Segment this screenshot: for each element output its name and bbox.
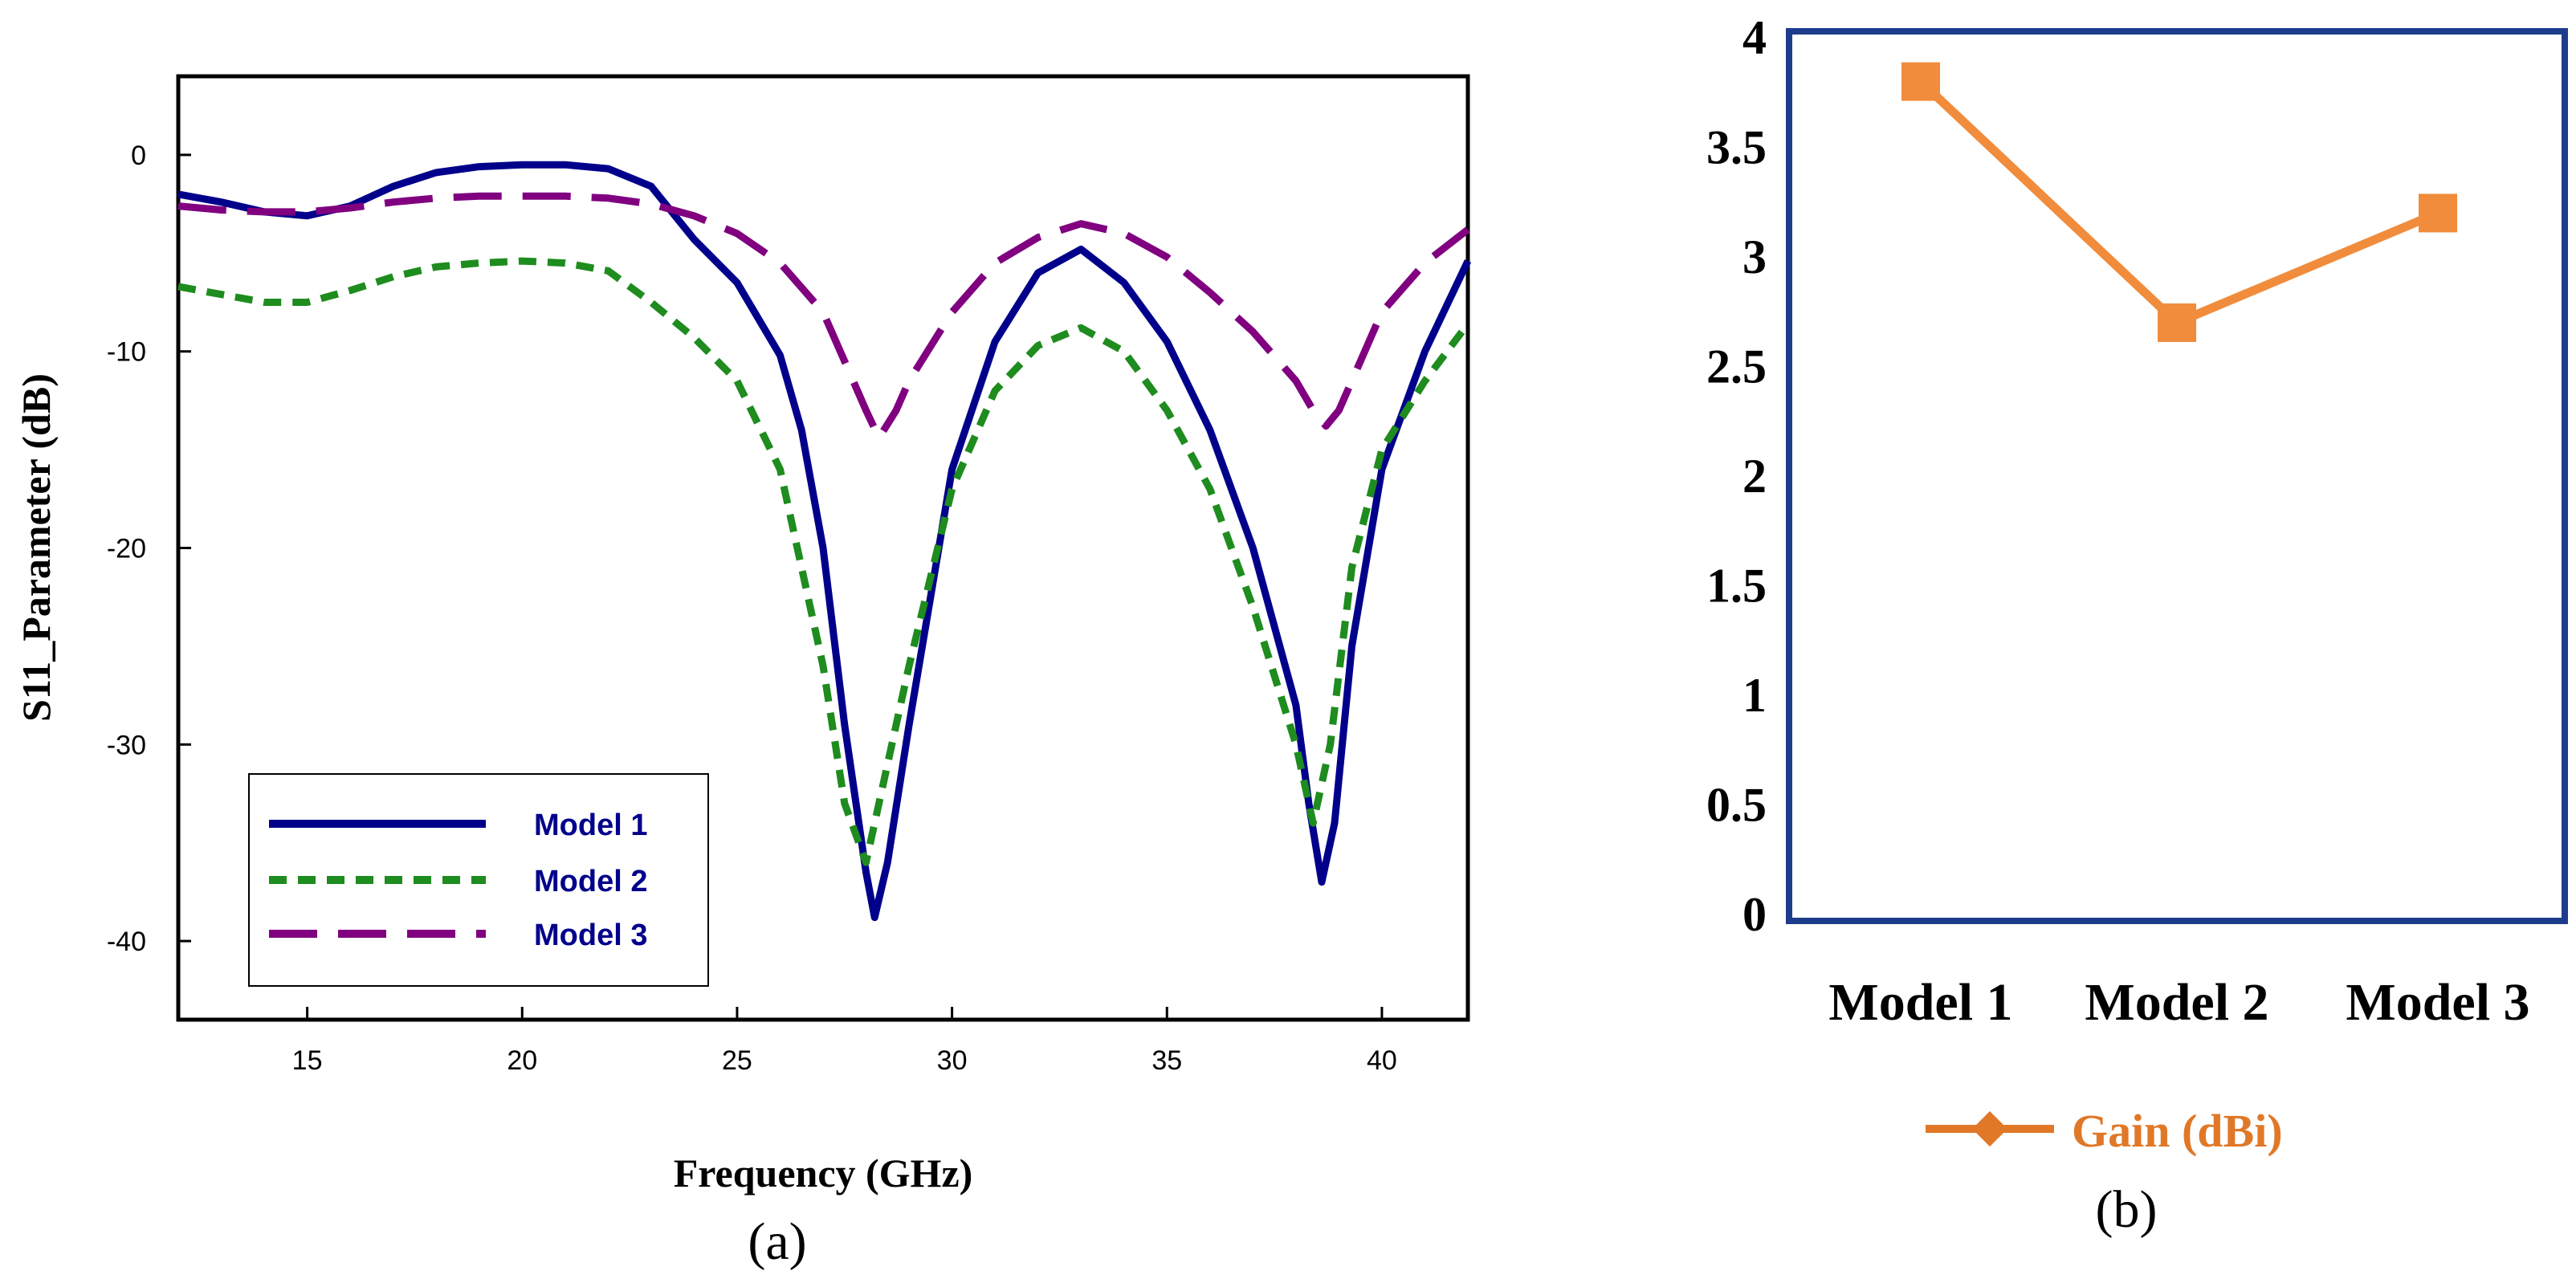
category-label: Model 2 bbox=[2085, 973, 2268, 1032]
panel-a-s11-chart: 0 -10 -20 -30 -40 15 20 25 30 35 40 Model 1 Model… bbox=[14, 74, 1472, 1271]
y-tick-label-b: 3 bbox=[1742, 230, 1767, 283]
legend-label-model-1: Model 1 bbox=[534, 809, 647, 842]
legend-a: Model 1 Model 2 Model 3 bbox=[248, 773, 709, 987]
y-tick-label: -30 bbox=[107, 730, 146, 760]
x-tick-label: 30 bbox=[937, 1045, 968, 1076]
gain-series bbox=[1901, 62, 2457, 342]
category-labels-b: Model 1 Model 2 Model 3 bbox=[1828, 973, 2529, 1032]
legend-label-gain: Gain (dBi) bbox=[2072, 1105, 2283, 1157]
legend-marker-gain bbox=[1972, 1111, 2007, 1147]
y-tick-label: -10 bbox=[107, 337, 146, 368]
y-tick-label: -20 bbox=[107, 534, 146, 564]
gain-point-marker bbox=[2419, 193, 2457, 233]
legend-label-model-2: Model 2 bbox=[534, 865, 647, 898]
category-label: Model 3 bbox=[2346, 973, 2529, 1032]
panel-label-a: (a) bbox=[748, 1212, 806, 1271]
y-axis-title: S11_Parameter (dB) bbox=[14, 373, 59, 722]
plot-b-frame bbox=[1786, 28, 2568, 924]
panel-label-b: (b) bbox=[2096, 1180, 2158, 1239]
y-tick-label-b: 2 bbox=[1742, 450, 1767, 503]
y-tick-label-b: 2.5 bbox=[1706, 340, 1767, 393]
x-tick-label: 40 bbox=[1367, 1045, 1397, 1076]
legend-b: Gain (dBi) bbox=[1926, 1105, 2283, 1157]
y-tick-label-b: 1 bbox=[1742, 669, 1767, 722]
x-axis-title: Frequency (GHz) bbox=[674, 1151, 973, 1195]
series-line-model-2 bbox=[177, 257, 1471, 866]
y-tick-label-b: 3.5 bbox=[1706, 121, 1767, 174]
y-tick-label: 0 bbox=[131, 141, 146, 171]
y-tick-label-b: 0 bbox=[1742, 888, 1767, 941]
x-tick-label: 25 bbox=[722, 1045, 752, 1076]
category-label: Model 1 bbox=[1828, 973, 2012, 1032]
gain-point-marker bbox=[2158, 303, 2196, 342]
y-tick-label-b: 1.5 bbox=[1706, 560, 1767, 613]
y-tick-label: -40 bbox=[107, 927, 146, 957]
legend-label-model-3: Model 3 bbox=[534, 919, 647, 952]
y-tick-label-b: 4 bbox=[1742, 11, 1767, 64]
y-axis-ticks-b: 0 0.5 1 1.5 2 2.5 3 3.5 4 bbox=[1706, 11, 1767, 941]
y-axis-ticks: 0 -10 -20 -30 -40 bbox=[107, 141, 191, 957]
series-lines bbox=[177, 161, 1472, 922]
gain-point-marker bbox=[1901, 62, 1940, 101]
y-tick-label-b: 0.5 bbox=[1706, 779, 1767, 832]
x-axis-ticks: 15 20 25 30 35 40 bbox=[292, 1007, 1397, 1076]
x-tick-label: 20 bbox=[507, 1045, 537, 1076]
x-tick-label: 15 bbox=[292, 1045, 323, 1076]
x-tick-label: 35 bbox=[1151, 1045, 1182, 1076]
panel-b-gain-chart: 00.511.522.533.54 Model 1 Model 2 Model 3 … bbox=[1706, 11, 2568, 1239]
